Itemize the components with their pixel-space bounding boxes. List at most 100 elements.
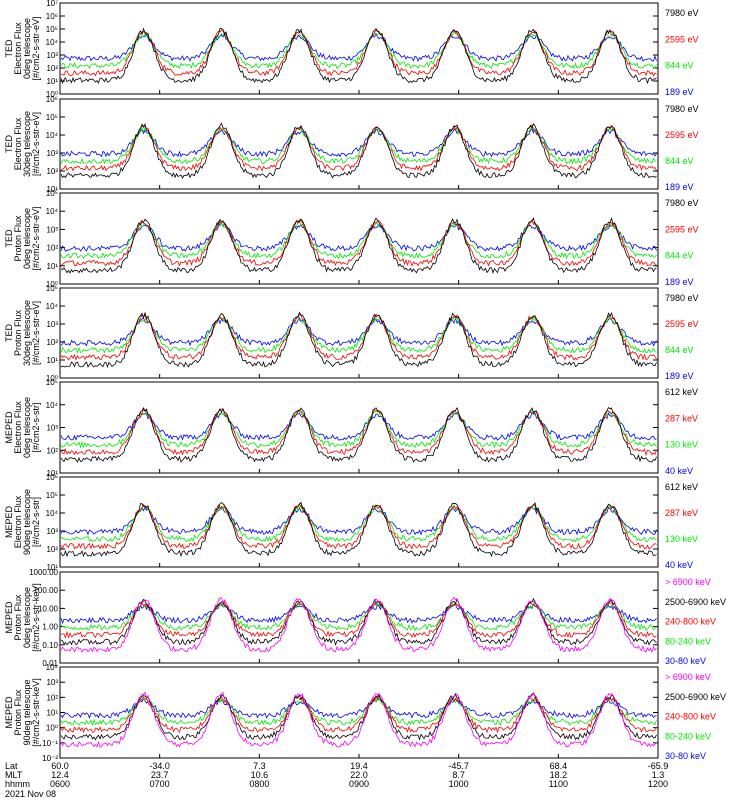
flux-trace-black [60, 27, 657, 85]
ytick-label: 0.10 [42, 641, 58, 650]
data-traces [60, 691, 657, 748]
legend-entry: 189 eV [665, 371, 694, 381]
legend-entry: 844 eV [665, 61, 694, 71]
flux-trace-green [60, 503, 657, 543]
ytick-label: 0.01 [42, 659, 58, 668]
legend-entry: 130 keV [665, 534, 698, 544]
ytick-label: 10³ [46, 527, 58, 536]
legend-entry: 240-800 keV [665, 617, 716, 627]
ylabel-line: TED [4, 39, 14, 58]
ytick-label: 10² [46, 545, 58, 554]
mlt-axis-label: MLT [5, 770, 23, 780]
mlt_axis-tick: 22.0 [350, 770, 368, 780]
mlt_axis-tick: 23.7 [151, 770, 169, 780]
ytick-label: 10¹ [46, 356, 58, 365]
flux-trace-red [60, 408, 657, 457]
flux-trace-blue [60, 316, 657, 347]
ytick-label: 10³ [46, 225, 58, 234]
ylabel-line: Proton Flux [13, 215, 23, 262]
time_axis-tick: 0900 [349, 779, 369, 789]
legend-entry: 40 keV [665, 560, 693, 570]
panel-p7: 0.01 0.10 1.00 10.00 100.00 1000.00 MEPED Proto… [4, 568, 726, 668]
flux-trace-magenta [60, 596, 657, 654]
legend-entry: > 6900 keV [665, 577, 711, 587]
time_axis-tick: 0700 [150, 779, 170, 789]
legend-entry: 2595 eV [665, 130, 699, 140]
data-traces [60, 501, 657, 558]
flux-trace-black [60, 692, 657, 741]
ytick-label: 1000.00 [29, 568, 58, 577]
ytick-label: 10⁷ [46, 0, 58, 8]
ylabel-line: MEPED [4, 506, 14, 539]
ylabel-line: Electron Flux [13, 117, 23, 170]
ylabel-line: [#/cm2-s-str] [31, 402, 41, 452]
flux-trace-blue [60, 603, 657, 625]
legend-entry: 844 eV [665, 251, 694, 261]
date-label: 2021 Nov 08 [5, 789, 56, 799]
flux-trace-red [60, 502, 657, 550]
flux-trace-blue [60, 411, 657, 441]
legend-entry: 80-240 keV [665, 731, 711, 741]
ylabel-line: Electron Flux [13, 22, 23, 75]
panel-frame [59, 98, 659, 190]
ytick-label: 10³ [46, 51, 58, 60]
legend-entry: 2595 eV [665, 224, 699, 234]
ylabel-line: 0deg telescope [22, 208, 32, 269]
ylabel-line: [#/cm2-s-str-keV] [31, 583, 41, 652]
ytick-label: 10² [46, 446, 58, 455]
ytick-label: 10⁻¹ [42, 739, 58, 748]
legend-entry: 189 eV [665, 87, 694, 97]
panel-p2: 10¹ 10² 10³ 10⁴ 10⁵ 10⁶ TED Electron Flux 30deg … [4, 95, 699, 194]
ytick-label: 10³ [46, 149, 58, 158]
legend-entry: 7980 eV [665, 104, 699, 114]
footer-tick-labels: 60.0 -34.0 7.3 19.4 -45.7 68.4 -65.9 12.4 23.7 10… [50, 761, 668, 789]
flux-trace-blue [60, 128, 657, 158]
ytick-label: 10² [46, 693, 58, 702]
legend-entry: 2500-6900 keV [665, 597, 726, 607]
mlt_axis-tick: 12.4 [51, 770, 69, 780]
ytick-label: 10⁰ [46, 280, 58, 289]
lat_axis-tick: 7.3 [253, 761, 266, 771]
panel-p8: 10⁻² 10⁻¹ 10⁰ 10¹ 10² 10³ 10⁴ MEPED Proton Flux 9… [4, 663, 726, 763]
ylabel-line: MEPED [4, 696, 14, 729]
ytick-label: 10⁰ [46, 374, 58, 383]
ytick-label: 10¹ [46, 469, 58, 478]
legend-entry: 287 keV [665, 413, 698, 423]
ytick-label: 10⁶ [46, 95, 58, 104]
ytick-label: 10⁵ [46, 25, 58, 34]
lat_axis-tick: 68.4 [550, 761, 568, 771]
legend-entry: 80-240 keV [665, 636, 711, 646]
ytick-label: 10⁰ [46, 724, 58, 733]
ytick-label: 100.00 [34, 586, 59, 595]
lat_axis-tick: 19.4 [350, 761, 368, 771]
lat_axis-tick: -34.0 [149, 761, 170, 771]
flux-trace-green [60, 410, 657, 449]
lat_axis-tick: -65.9 [648, 761, 669, 771]
legend-entry: 240-800 keV [665, 712, 716, 722]
flux-trace-red [60, 29, 657, 77]
ylabel-line: 0deg telescope [22, 18, 32, 79]
legend-entry: 612 keV [665, 482, 698, 492]
lat_axis-tick: 60.0 [51, 761, 69, 771]
flux-trace-blue [60, 222, 657, 252]
mlt_axis-tick: 18.2 [550, 770, 568, 780]
legend-entry: 287 keV [665, 508, 698, 518]
legend-entry: 2595 eV [665, 34, 699, 44]
ylabel-line: 30deg telescope [22, 111, 32, 177]
ytick-label: 10² [46, 167, 58, 176]
ylabel-line: 90deg telescope [22, 679, 32, 745]
ytick-label: 10² [46, 64, 58, 73]
flux-trace-black [60, 311, 657, 369]
ylabel-line: 0deg telescope [22, 587, 32, 648]
flux-trace-red [60, 695, 657, 734]
ylabel-line: [#/cm2-s-str] [31, 497, 41, 547]
legend-entry: 7980 eV [665, 293, 699, 303]
panel-p1: 10⁰ 10¹ 10² 10³ 10⁴ 10⁵ 10⁶ 10⁷ TED Electron Flux… [4, 0, 699, 99]
ylabel-line: MEPED [4, 601, 14, 634]
ytick-label: 10⁵ [46, 491, 58, 500]
flux-trace-green [60, 126, 657, 165]
flux-trace-blue [60, 32, 657, 63]
ytick-label: 10⁴ [46, 38, 59, 47]
ylabel-line: Electron Flux [13, 495, 23, 548]
